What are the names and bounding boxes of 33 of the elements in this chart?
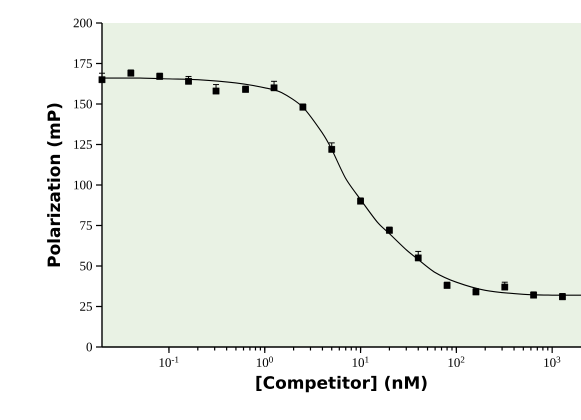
point	[414, 254, 422, 262]
x-tick-label: 10$^{-1}$	[160, 356, 178, 367]
y-tick-label: 25	[80, 302, 92, 311]
x-tick-label: 10$^{2}$	[448, 356, 464, 367]
point	[501, 284, 508, 290]
point	[242, 86, 249, 93]
point	[357, 198, 364, 205]
point	[212, 88, 220, 94]
point	[270, 84, 278, 92]
y-tick-label: 175	[74, 59, 92, 68]
point	[559, 293, 566, 300]
point	[328, 146, 336, 153]
point	[386, 226, 393, 234]
point	[156, 73, 164, 80]
y-tick-label: 150	[74, 100, 92, 108]
point	[444, 282, 450, 289]
y-tick-label: 200	[74, 18, 92, 28]
point	[185, 78, 192, 85]
y-axis-title: Polarization (mP)	[47, 104, 62, 266]
y-tick-label: 75	[80, 221, 92, 230]
x-tick-label: 10$^{1}$	[352, 356, 369, 367]
x-tick-label: 10$^{3}$	[544, 356, 560, 367]
point	[127, 70, 134, 77]
y-tick-label: 100	[74, 180, 92, 190]
point	[530, 292, 537, 299]
point	[98, 76, 106, 84]
x-axis-title: [Competitor] (nM)	[256, 376, 427, 392]
y-tick-label: 0	[86, 342, 92, 352]
y-tick-label: 50	[80, 262, 92, 270]
x-tick-label: 10$^{0}$	[256, 356, 273, 368]
point	[472, 288, 480, 296]
y-tick-label: 125	[74, 140, 92, 149]
point	[300, 104, 306, 111]
